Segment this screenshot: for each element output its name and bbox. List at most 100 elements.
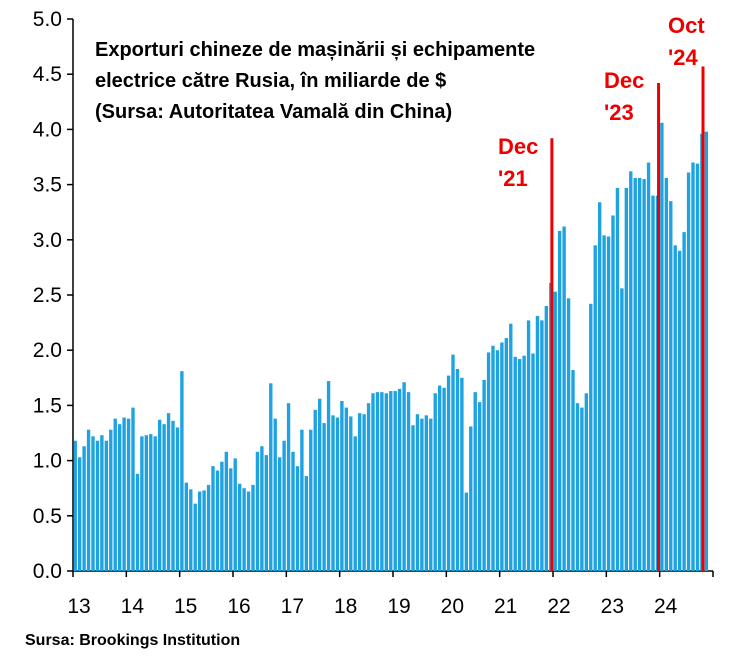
bar bbox=[149, 434, 153, 571]
bar bbox=[455, 368, 460, 571]
bar bbox=[531, 353, 535, 571]
bar bbox=[566, 298, 571, 571]
bar bbox=[153, 436, 157, 571]
bar bbox=[491, 345, 495, 571]
event-marker-label: '23 bbox=[604, 100, 634, 125]
event-marker-label: '21 bbox=[498, 166, 528, 191]
bar bbox=[269, 383, 273, 571]
bar bbox=[95, 440, 100, 571]
y-tick-label: 2.0 bbox=[33, 339, 62, 362]
bar bbox=[126, 418, 131, 571]
bar bbox=[482, 380, 486, 571]
bar bbox=[669, 201, 673, 571]
bar bbox=[673, 245, 677, 571]
bar bbox=[517, 359, 522, 571]
bar bbox=[340, 400, 344, 571]
x-tick-label: 22 bbox=[547, 595, 570, 618]
bar bbox=[486, 352, 491, 571]
bar bbox=[286, 403, 291, 571]
bar bbox=[415, 414, 420, 571]
bar bbox=[442, 387, 446, 571]
bar bbox=[651, 195, 655, 571]
bar bbox=[629, 171, 633, 571]
bar bbox=[660, 122, 664, 571]
bar bbox=[197, 491, 202, 571]
bar bbox=[344, 407, 349, 571]
bar bbox=[571, 370, 575, 571]
bar bbox=[211, 466, 215, 571]
bar bbox=[277, 457, 282, 571]
bar bbox=[260, 446, 264, 571]
x-tick-label: 16 bbox=[227, 595, 250, 618]
y-tick-label: 2.5 bbox=[33, 284, 62, 307]
bar bbox=[500, 342, 504, 571]
bar bbox=[402, 382, 406, 571]
x-tick-label: 13 bbox=[67, 595, 90, 618]
bar bbox=[602, 235, 606, 571]
bar bbox=[131, 407, 135, 571]
bar bbox=[362, 414, 366, 571]
bar bbox=[646, 162, 651, 571]
bar bbox=[255, 451, 260, 571]
bar bbox=[637, 177, 642, 572]
chart-title-line-1: Exporturi chineze de mașinării și echipa… bbox=[95, 39, 535, 61]
bar bbox=[606, 236, 611, 572]
bar bbox=[633, 177, 637, 572]
bar bbox=[429, 418, 433, 571]
bar bbox=[242, 488, 246, 571]
bar bbox=[615, 187, 620, 571]
y-tick-label: 4.5 bbox=[33, 63, 62, 86]
bar bbox=[215, 470, 220, 571]
bar bbox=[691, 162, 695, 571]
bar bbox=[357, 413, 362, 571]
event-marker-label: Dec bbox=[498, 134, 538, 159]
bar bbox=[411, 425, 415, 571]
bar bbox=[553, 291, 557, 571]
bar bbox=[371, 393, 375, 571]
bar bbox=[171, 420, 175, 571]
bar bbox=[677, 250, 682, 571]
bar bbox=[162, 424, 166, 571]
x-tick-label: 20 bbox=[441, 595, 464, 618]
bar bbox=[380, 392, 384, 571]
bar bbox=[522, 355, 526, 571]
bar bbox=[406, 392, 411, 571]
x-tick-label: 19 bbox=[387, 595, 410, 618]
bar bbox=[695, 163, 700, 571]
bar bbox=[109, 429, 113, 571]
bar bbox=[224, 451, 229, 571]
event-marker-label: Oct bbox=[668, 13, 705, 38]
bar bbox=[117, 424, 122, 571]
bar bbox=[589, 303, 593, 571]
bar bbox=[309, 429, 313, 571]
event-marker-label: Dec bbox=[604, 68, 644, 93]
bar bbox=[166, 413, 171, 571]
bar bbox=[509, 323, 513, 571]
bar bbox=[326, 381, 331, 571]
bar bbox=[375, 392, 380, 571]
bar bbox=[122, 417, 126, 571]
bar bbox=[86, 429, 91, 571]
bar bbox=[246, 491, 251, 571]
bar bbox=[540, 320, 544, 571]
bar bbox=[295, 466, 300, 571]
chart-source-note: Sursa: Brookings Institution bbox=[25, 632, 240, 649]
bar bbox=[686, 172, 691, 571]
y-tick-label: 5.0 bbox=[33, 8, 62, 31]
x-tick-label: 14 bbox=[121, 595, 145, 618]
bar bbox=[331, 415, 335, 571]
x-axis: 13 14 15 16 17 18 19 20 21 22 23 24 bbox=[67, 570, 714, 618]
bar-series bbox=[73, 122, 709, 572]
bar bbox=[175, 427, 180, 571]
bar bbox=[384, 393, 389, 571]
bar bbox=[469, 426, 473, 571]
bar bbox=[562, 226, 566, 572]
bar bbox=[237, 483, 242, 571]
bar bbox=[504, 338, 509, 571]
chart-title: Exporturi chineze de mașinării și echipa… bbox=[95, 39, 535, 123]
x-tick-label: 18 bbox=[334, 595, 357, 618]
bar bbox=[291, 451, 295, 571]
bar bbox=[202, 490, 206, 571]
bar bbox=[300, 429, 304, 571]
bar bbox=[206, 484, 211, 571]
